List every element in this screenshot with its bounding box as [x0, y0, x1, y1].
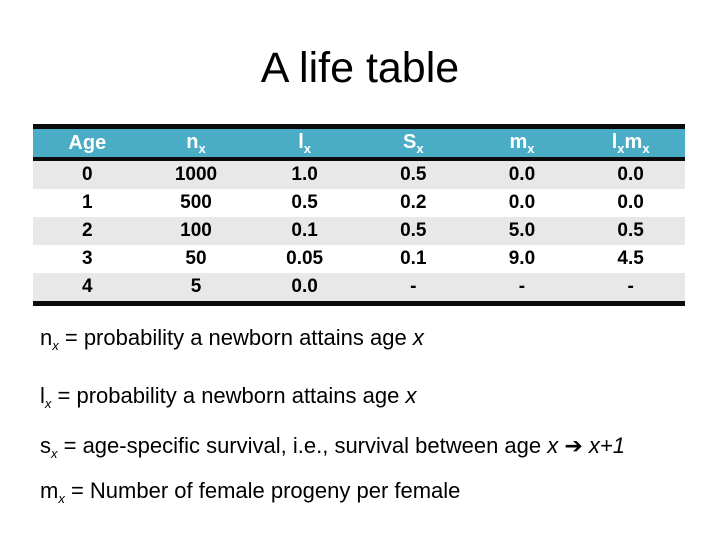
subscript: x	[416, 140, 424, 156]
definition-line: mx = Number of female progeny per female	[40, 478, 460, 512]
text-fragment: m	[40, 478, 59, 503]
table-row: 2 100 0.1 0.5 5.0 0.5	[33, 217, 685, 245]
subscript: x	[642, 140, 650, 156]
table-cell: 0	[82, 164, 93, 185]
column-header: lxmx	[576, 126, 685, 161]
text-fragment: = age-specific survival, i.e., survival …	[57, 433, 548, 458]
table-cell: 1.0	[291, 164, 318, 185]
table-cell: -	[410, 276, 417, 297]
column-header: Age	[33, 126, 142, 161]
table-cell: 0.0	[508, 192, 536, 213]
table-cell: 5	[190, 276, 202, 297]
subscript: x	[51, 446, 58, 461]
subscript: x	[303, 140, 312, 156]
table-cell: 0.5	[291, 192, 318, 213]
table-cell: -	[627, 276, 634, 297]
table-cell: -	[518, 276, 526, 297]
table-cell: 0.5	[400, 220, 427, 241]
column-header: mx	[467, 126, 577, 161]
table-row: 3 50 0.05 0.1 9.0 4.5	[33, 245, 685, 273]
text-fragment: m	[509, 130, 528, 153]
table-cell: 500	[180, 192, 212, 213]
text-fragment: = probability a newborn attains age	[58, 325, 413, 350]
table-cell: 0.5	[400, 164, 427, 185]
italic-variable: x+1	[582, 433, 626, 458]
table-cell: 5.0	[508, 220, 536, 241]
column-header: Sx	[358, 126, 468, 161]
italic-variable: x	[412, 325, 424, 350]
table-cell: 0.0	[291, 276, 318, 297]
text-fragment: Age	[68, 131, 107, 154]
table-cell: 0.0	[617, 164, 644, 185]
italic-variable: x	[405, 383, 417, 408]
table-cell: 0.05	[286, 248, 324, 269]
table-row: 1 500 0.5 0.2 0.0 0.0	[33, 189, 685, 217]
table-cell: 9.0	[508, 248, 536, 269]
table-cell: 1000	[174, 164, 218, 185]
column-header: nx	[141, 126, 251, 161]
text-fragment: n	[40, 325, 53, 350]
right-arrow-icon: ➔	[564, 434, 583, 459]
header-row: Age nx lx Sx mx lxmx	[33, 126, 685, 161]
table-cell: 0.2	[400, 192, 427, 213]
text-fragment: = probability a newborn attains age	[51, 383, 406, 408]
life-table-header: Age nx lx Sx mx lxmx	[33, 126, 685, 161]
subscript: x	[617, 140, 625, 156]
definition-line: lx = probability a newborn attains age x	[40, 383, 416, 417]
text-fragment: l	[298, 130, 304, 153]
subscript: x	[527, 140, 535, 156]
subscript: x	[198, 140, 206, 156]
table-cell: 0.1	[291, 220, 318, 241]
table-cell: 4.5	[617, 248, 644, 269]
text-fragment: m	[624, 130, 643, 153]
text-fragment: S	[403, 130, 417, 153]
definition-line: nx = probability a newborn attains age x	[40, 325, 424, 359]
life-table-body: 0 1000 1.0 0.5 0.0 0.0 1 500 0.5 0.2 0.0 0.0 2 100 0.1…	[33, 159, 685, 304]
table-cell: 50	[185, 248, 207, 269]
subscript: x	[52, 338, 59, 353]
text-fragment: = Number of female progeny per female	[64, 478, 461, 503]
table-cell: 0.5	[617, 220, 644, 241]
table-cell: 0.0	[617, 192, 644, 213]
subscript: x	[44, 396, 52, 411]
table-row: 4 5 0.0 - - -	[33, 273, 685, 304]
life-table: Age nx lx Sx mx lxmx 0 1000 1.0 0.5 0.0 0.0 1 500 0.5…	[33, 124, 685, 306]
column-header: lx	[250, 126, 359, 161]
table-cell: 100	[180, 220, 212, 241]
table-cell: 4	[82, 276, 93, 297]
italic-variable: x	[547, 433, 559, 458]
table-cell: 0.1	[400, 248, 427, 269]
text-fragment: n	[186, 130, 199, 153]
table-cell: 3	[82, 248, 93, 269]
definition-line: sx = age-specific survival, i.e., surviv…	[40, 433, 625, 467]
text-fragment: l	[611, 130, 618, 153]
text-fragment: s	[40, 433, 51, 458]
text-fragment: l	[40, 383, 45, 408]
table-cell: 1	[82, 192, 93, 213]
table-cell: 2	[82, 220, 93, 241]
table-cell: 0.0	[508, 164, 536, 185]
subscript: x	[58, 491, 65, 506]
slide-title: A life table	[260, 44, 460, 92]
table-row: 0 1000 1.0 0.5 0.0 0.0	[33, 159, 685, 189]
